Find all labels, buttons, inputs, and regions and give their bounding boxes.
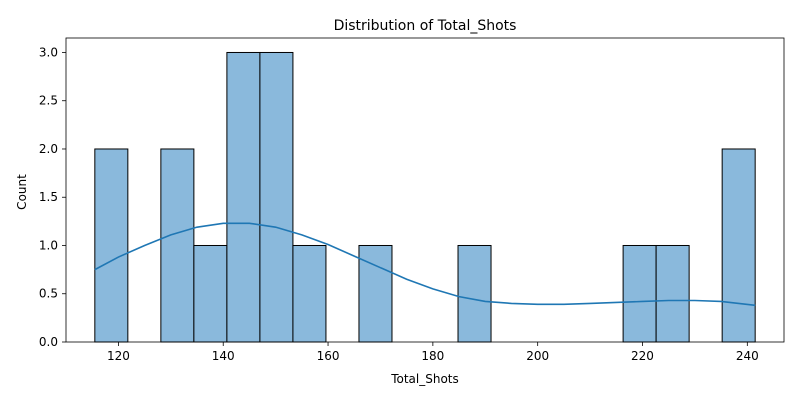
y-axis-label: Count xyxy=(15,174,29,210)
chart-title: Distribution of Total_Shots xyxy=(334,18,517,34)
histogram-bar-5 xyxy=(259,51,294,343)
histogram-bar-16 xyxy=(622,244,657,343)
x-tick-label: 140 xyxy=(212,349,235,363)
x-tick-label: 220 xyxy=(631,349,654,363)
x-axis-ticks: 120 140 160 180 200 220 240 xyxy=(107,342,759,363)
histogram-bar-3 xyxy=(193,244,228,343)
y-tick-label: 0.5 xyxy=(39,287,58,301)
plot-frame xyxy=(65,37,785,343)
histogram-bar-6 xyxy=(292,244,327,343)
histogram-bar-4 xyxy=(226,51,261,343)
x-axis-label: Total_Shots xyxy=(390,372,459,386)
y-tick-label: 3.0 xyxy=(39,45,58,59)
histogram-bar-11 xyxy=(457,244,492,343)
x-tick-label: 120 xyxy=(107,349,130,363)
y-tick-label: 1.5 xyxy=(39,190,58,204)
x-tick-label: 160 xyxy=(317,349,340,363)
histogram-bar-0 xyxy=(94,148,129,343)
histogram-bar-8 xyxy=(358,244,393,343)
histogram-bar-2 xyxy=(160,148,195,343)
histogram-bars xyxy=(94,51,756,343)
y-tick-label: 0.0 xyxy=(39,335,58,349)
kde-curve xyxy=(94,222,756,307)
histogram-bar-17 xyxy=(655,244,690,343)
y-tick-label: 2.5 xyxy=(39,94,58,108)
x-tick-label: 180 xyxy=(421,349,444,363)
y-tick-label: 2.0 xyxy=(39,142,58,156)
y-tick-label: 1.0 xyxy=(39,238,58,252)
y-axis-ticks: 0.0 0.5 1.0 1.5 2.0 2.5 3.0 xyxy=(39,45,66,349)
x-tick-label: 200 xyxy=(526,349,549,363)
histogram-bar-19 xyxy=(721,148,756,343)
x-tick-label: 240 xyxy=(736,349,759,363)
